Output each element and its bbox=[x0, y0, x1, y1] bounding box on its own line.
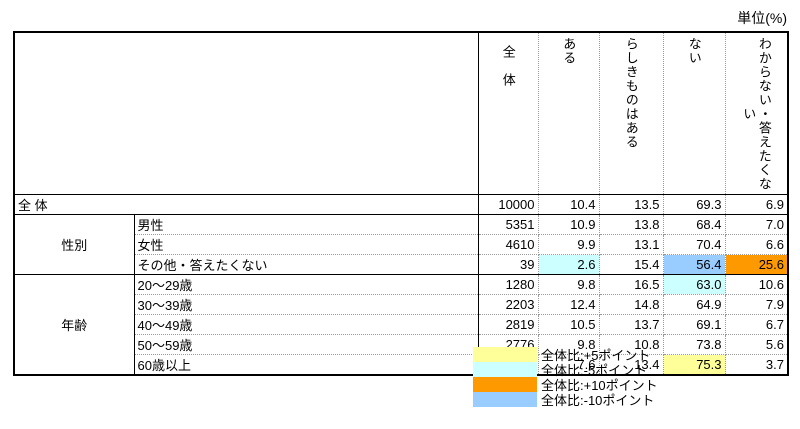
column-header-aru: ある bbox=[537, 31, 600, 195]
row-label: 30～39歳 bbox=[133, 294, 479, 315]
row-label: 男性 bbox=[133, 214, 479, 235]
legend-label: 全体比:-5ポイント bbox=[541, 363, 648, 378]
legend-swatch-minus10 bbox=[473, 392, 537, 407]
value-cell: 1280 bbox=[477, 274, 539, 295]
value-cell: 10.4 bbox=[537, 194, 600, 215]
legend-label: 全体比:+10ポイント bbox=[541, 378, 658, 393]
group-label-seibetsu: 性別 bbox=[13, 214, 135, 275]
value-cell: 13.8 bbox=[598, 214, 664, 235]
table-row: 全 体 10000 10.4 13.5 69.3 6.9 bbox=[13, 194, 789, 215]
header-row: 全 体 ある らしきものはある ない わからない・答えたくな い bbox=[13, 31, 789, 195]
value-cell: 13.5 bbox=[598, 194, 664, 215]
table-row: 年齢 20～29歳 1280 9.8 16.5 63.0 10.6 bbox=[13, 274, 789, 376]
row-label-zentai: 全 体 bbox=[13, 194, 479, 215]
table-row: 性別 男性 5351 10.9 13.8 68.4 7.0 bbox=[13, 214, 789, 275]
value-cell: 5351 bbox=[477, 214, 539, 235]
value-cell: 16.5 bbox=[598, 274, 664, 295]
legend: 全体比:+5ポイント 全体比:-5ポイント 全体比:+10ポイント 全体比:-1… bbox=[473, 347, 658, 408]
value-cell: 14.8 bbox=[598, 294, 664, 315]
value-cell: 6.9 bbox=[724, 194, 789, 215]
value-cell: 7.6 bbox=[537, 354, 600, 376]
column-header-nai: ない bbox=[662, 31, 726, 195]
group-label-nenrei: 年齢 bbox=[13, 274, 135, 376]
value-cell: 12.4 bbox=[537, 294, 600, 315]
legend-item-plus10: 全体比:+10ポイント bbox=[473, 377, 658, 393]
value-cell: 2.6 bbox=[537, 254, 600, 275]
column-header-wakaranai: わからない・答えたくな い bbox=[724, 31, 789, 195]
value-cell: 6.7 bbox=[724, 314, 789, 335]
survey-results-table: 全 体 ある らしきものはある ない わからない・答えたくな い 全 体 100… bbox=[13, 31, 789, 376]
legend-swatch-plus5 bbox=[473, 347, 537, 362]
value-cell: 13.4 bbox=[598, 354, 664, 376]
column-header-rashikimono: らしきものはある bbox=[598, 31, 664, 195]
value-cell: 64.9 bbox=[662, 294, 726, 315]
value-cell: 10000 bbox=[477, 194, 539, 215]
value-cell: 7.9 bbox=[724, 294, 789, 315]
table-row: 40～49歳 2819 10.5 13.7 69.1 6.7 bbox=[14, 314, 789, 335]
legend-item-minus5: 全体比:-5ポイント bbox=[473, 362, 658, 378]
table-row: 女性 4610 9.9 13.1 70.4 6.6 bbox=[14, 234, 789, 255]
table-row: 30～39歳 2203 12.4 14.8 64.9 7.9 bbox=[14, 294, 789, 315]
value-cell: 10.6 bbox=[724, 274, 789, 295]
value-cell: 6.6 bbox=[724, 234, 789, 255]
value-cell: 68.4 bbox=[662, 214, 726, 235]
legend-swatch-plus10 bbox=[473, 377, 537, 392]
row-label: 20～29歳 bbox=[133, 274, 479, 295]
value-cell: 75.3 bbox=[662, 354, 726, 376]
value-cell: 4610 bbox=[477, 234, 539, 255]
value-cell: 70.4 bbox=[662, 234, 726, 255]
value-cell: 9.9 bbox=[537, 234, 600, 255]
legend-item-plus5: 全体比:+5ポイント bbox=[473, 347, 658, 363]
value-cell: 5.6 bbox=[724, 334, 789, 355]
column-header-zentai: 全 体 bbox=[477, 31, 539, 195]
value-cell: 7.0 bbox=[724, 214, 789, 235]
value-cell: 10.5 bbox=[537, 314, 600, 335]
legend-label: 全体比:-10ポイント bbox=[541, 393, 655, 408]
value-cell: 69.1 bbox=[662, 314, 726, 335]
value-cell: 56.4 bbox=[662, 254, 726, 275]
value-cell: 13.7 bbox=[598, 314, 664, 335]
row-label: その他・答えたくない bbox=[133, 254, 479, 275]
value-cell: 3.7 bbox=[724, 354, 789, 376]
value-cell: 15.4 bbox=[598, 254, 664, 275]
table-row: 50～59歳 2776 9.8 10.8 73.8 5.6 bbox=[14, 334, 789, 355]
value-cell: 69.3 bbox=[662, 194, 726, 215]
row-label: 60歳以上 bbox=[133, 354, 479, 376]
legend-item-minus10: 全体比:-10ポイント bbox=[473, 392, 658, 408]
legend-label: 全体比:+5ポイント bbox=[541, 348, 651, 363]
value-cell: 2203 bbox=[477, 294, 539, 315]
value-cell: 39 bbox=[477, 254, 539, 275]
unit-label: 単位(%) bbox=[737, 10, 787, 26]
value-cell: 10.9 bbox=[537, 214, 600, 235]
legend-swatch-minus5 bbox=[473, 362, 537, 377]
value-cell: 2819 bbox=[477, 314, 539, 335]
row-label: 40～49歳 bbox=[133, 314, 479, 335]
row-label: 50～59歳 bbox=[133, 334, 479, 355]
value-cell: 9.8 bbox=[537, 274, 600, 295]
value-cell: 13.1 bbox=[598, 234, 664, 255]
value-cell: 63.0 bbox=[662, 274, 726, 295]
value-cell: 25.6 bbox=[724, 254, 789, 275]
row-label: 女性 bbox=[133, 234, 479, 255]
value-cell: 73.8 bbox=[662, 334, 726, 355]
corner-cell bbox=[13, 31, 479, 195]
